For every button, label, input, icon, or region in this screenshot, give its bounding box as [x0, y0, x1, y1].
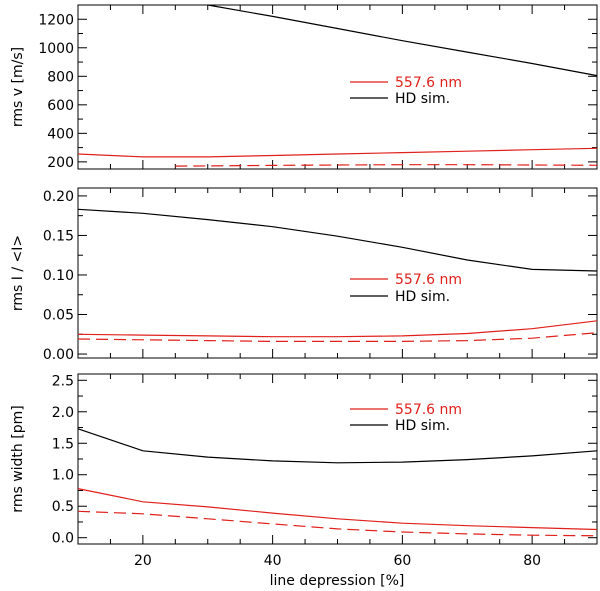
series-line-hd-sim	[77, 428, 598, 464]
series-line-557-6-nm-dashed	[175, 164, 598, 167]
y-axis: 200 400 600 800 1000 1200	[38, 12, 597, 171]
y-tick-label: 0.10	[43, 268, 74, 284]
legend-label-557-nm: 557.6 nm	[395, 272, 462, 288]
series-line-557-6-nm	[77, 320, 598, 338]
legend-label-hd-sim: HD sim.	[395, 418, 450, 434]
series-line-hd-sim	[77, 208, 598, 272]
y-tick-label: 2.0	[52, 405, 74, 421]
y-axis-label: rms I / <I>	[10, 235, 26, 311]
series-layer	[77, 4, 598, 167]
legend-label-557-nm: 557.6 nm	[395, 402, 462, 418]
legend-label-557-nm: 557.6 nm	[395, 75, 462, 91]
y-tick-label: 1.0	[52, 468, 74, 484]
y-tick-label: 0.0	[52, 531, 74, 547]
y-tick-label: 600	[47, 98, 74, 114]
legend-label-hd-sim: HD sim.	[395, 289, 450, 305]
y-tick-label: 0.05	[43, 308, 74, 324]
series-line-557-6-nm	[77, 488, 598, 531]
x-tick-label: 40	[264, 553, 282, 569]
panel-rms-velocity: 200 400 600 800 1000 1200 rms v [m/s] 557.6 n…	[10, 4, 598, 171]
y-axis: 0.0 0.5 1.0 1.5 2.0 2.5	[52, 373, 597, 547]
y-tick-label: 400	[47, 126, 74, 142]
y-tick-label: 0.20	[43, 189, 74, 205]
legend: 557.6 nm HD sim.	[350, 75, 462, 107]
series-line-557-6-nm-dashed	[77, 510, 598, 537]
x-tick-label: 80	[523, 553, 541, 569]
y-tick-label: 1000	[38, 41, 74, 57]
legend-label-hd-sim: HD sim.	[395, 91, 450, 107]
legend: 557.6 nm HD sim.	[350, 402, 462, 434]
y-axis: 0.00 0.05 0.10 0.15 0.20	[43, 189, 597, 363]
panel-rms-width: 0.0 0.5 1.0 1.5 2.0 2.5 20 40 60 80 rms width [p…	[10, 373, 598, 589]
x-tick-label: 60	[393, 553, 411, 569]
y-tick-label: 1200	[38, 12, 74, 28]
y-tick-label: 2.5	[52, 373, 74, 389]
y-tick-label: 0.15	[43, 228, 74, 244]
x-axis	[109, 5, 566, 169]
x-axis: 20 40 60 80	[109, 374, 566, 569]
legend: 557.6 nm HD sim.	[350, 272, 462, 305]
y-tick-label: 1.5	[52, 436, 74, 452]
plot-frame	[77, 187, 598, 359]
y-tick-label: 800	[47, 69, 74, 85]
x-tick-label: 20	[134, 553, 152, 569]
plot-frame	[77, 4, 598, 170]
x-axis-label: line depression [%]	[270, 573, 405, 589]
series-line-557-6-nm	[77, 147, 598, 158]
x-axis	[109, 188, 566, 358]
y-axis-label: rms v [m/s]	[10, 47, 26, 127]
series-line-hd-sim	[207, 4, 598, 77]
series-layer	[77, 428, 598, 537]
panel-rms-intensity: 0.00 0.05 0.10 0.15 0.20 rms I / <I> 557.6 n…	[10, 187, 598, 363]
series-line-557-6-nm-dashed	[77, 332, 598, 342]
y-tick-label: 0.5	[52, 499, 74, 515]
y-tick-label: 200	[47, 155, 74, 171]
y-axis-label: rms width [pm]	[10, 405, 26, 512]
y-tick-label: 0.00	[43, 347, 74, 363]
series-layer	[77, 208, 598, 342]
